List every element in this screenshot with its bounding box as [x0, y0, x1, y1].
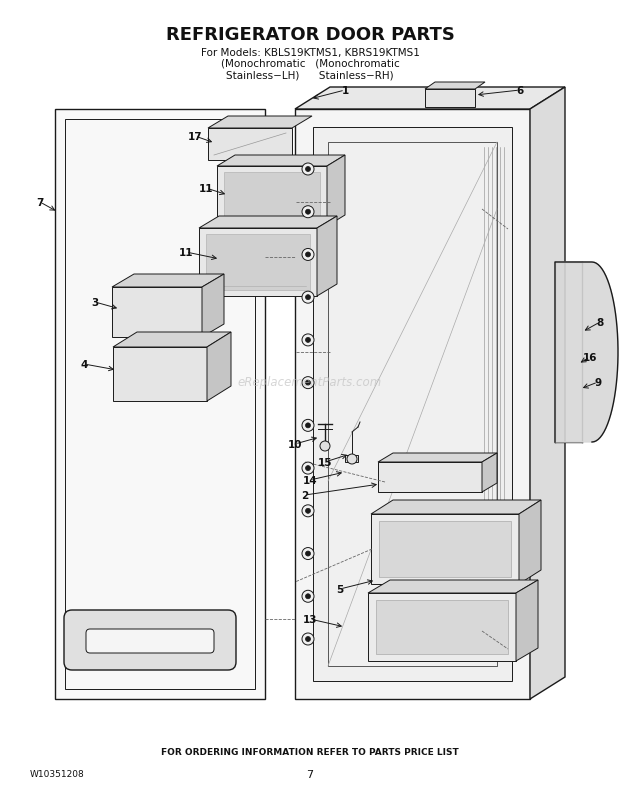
Text: FOR ORDERING INFORMATION REFER TO PARTS PRICE LIST: FOR ORDERING INFORMATION REFER TO PARTS …	[161, 747, 459, 756]
Circle shape	[302, 548, 314, 560]
Polygon shape	[199, 217, 337, 229]
Text: 11: 11	[199, 184, 213, 194]
Circle shape	[306, 594, 311, 599]
Circle shape	[302, 463, 314, 475]
Polygon shape	[555, 263, 618, 443]
Polygon shape	[379, 521, 511, 577]
Polygon shape	[113, 347, 207, 402]
Circle shape	[306, 381, 311, 386]
Text: W10351208: W10351208	[30, 770, 85, 779]
Circle shape	[306, 338, 311, 343]
Polygon shape	[345, 456, 358, 463]
FancyBboxPatch shape	[64, 610, 236, 670]
Polygon shape	[376, 600, 508, 654]
Circle shape	[302, 419, 314, 431]
Circle shape	[306, 295, 311, 300]
Polygon shape	[327, 156, 345, 227]
Polygon shape	[202, 274, 224, 338]
Polygon shape	[206, 235, 310, 290]
Polygon shape	[368, 593, 516, 661]
Polygon shape	[313, 128, 512, 681]
Polygon shape	[371, 500, 541, 514]
Circle shape	[302, 206, 314, 218]
Polygon shape	[224, 172, 320, 221]
Circle shape	[306, 423, 311, 428]
Polygon shape	[425, 90, 475, 107]
Text: 7: 7	[37, 198, 43, 208]
Circle shape	[302, 249, 314, 261]
Text: (Monochromatic   (Monochromatic: (Monochromatic (Monochromatic	[221, 59, 399, 69]
Text: 11: 11	[179, 248, 193, 257]
Text: 2: 2	[301, 490, 309, 500]
Text: Stainless−LH)      Stainless−RH): Stainless−LH) Stainless−RH)	[226, 70, 394, 80]
Polygon shape	[516, 581, 538, 661]
Polygon shape	[113, 333, 231, 347]
Polygon shape	[317, 217, 337, 297]
Circle shape	[302, 292, 314, 304]
Circle shape	[302, 377, 314, 389]
Polygon shape	[208, 129, 292, 160]
Circle shape	[306, 466, 311, 471]
Text: REFRIGERATOR DOOR PARTS: REFRIGERATOR DOOR PARTS	[166, 26, 454, 44]
Text: 6: 6	[516, 86, 524, 96]
Circle shape	[302, 590, 314, 602]
Text: 7: 7	[306, 769, 314, 779]
FancyBboxPatch shape	[86, 630, 214, 653]
Polygon shape	[530, 88, 565, 699]
Circle shape	[302, 334, 314, 346]
Text: 16: 16	[583, 353, 597, 363]
Circle shape	[306, 168, 311, 172]
Text: 3: 3	[91, 298, 99, 308]
Polygon shape	[217, 156, 345, 167]
Text: 8: 8	[596, 318, 604, 327]
Polygon shape	[112, 274, 224, 288]
Circle shape	[302, 164, 314, 176]
Text: 9: 9	[595, 378, 601, 387]
Text: 4: 4	[81, 359, 87, 370]
Text: 13: 13	[303, 614, 317, 624]
Circle shape	[306, 210, 311, 215]
Circle shape	[306, 253, 311, 257]
Text: 15: 15	[317, 457, 332, 468]
Polygon shape	[217, 167, 327, 227]
Polygon shape	[295, 88, 565, 110]
Text: 10: 10	[288, 439, 303, 449]
Circle shape	[306, 551, 311, 557]
Polygon shape	[199, 229, 317, 297]
Circle shape	[347, 455, 357, 464]
Circle shape	[320, 441, 330, 452]
Polygon shape	[368, 581, 538, 593]
Circle shape	[302, 634, 314, 645]
Text: 14: 14	[303, 476, 317, 485]
Polygon shape	[207, 333, 231, 402]
Polygon shape	[328, 143, 497, 666]
Circle shape	[306, 508, 311, 513]
Circle shape	[302, 505, 314, 517]
Polygon shape	[378, 463, 482, 492]
Polygon shape	[425, 83, 485, 90]
Polygon shape	[378, 453, 497, 463]
Text: For Models: KBLS19KTMS1, KBRS19KTMS1: For Models: KBLS19KTMS1, KBRS19KTMS1	[200, 48, 420, 58]
Circle shape	[306, 637, 311, 642]
Text: eReplacementParts.com: eReplacementParts.com	[238, 376, 382, 389]
Polygon shape	[208, 117, 312, 129]
Polygon shape	[371, 514, 519, 585]
Polygon shape	[112, 288, 202, 338]
Polygon shape	[295, 110, 530, 699]
Polygon shape	[55, 110, 265, 699]
Polygon shape	[519, 500, 541, 585]
Text: 5: 5	[337, 585, 343, 594]
Text: 1: 1	[342, 86, 348, 96]
Text: 17: 17	[188, 132, 202, 142]
Polygon shape	[482, 453, 497, 492]
